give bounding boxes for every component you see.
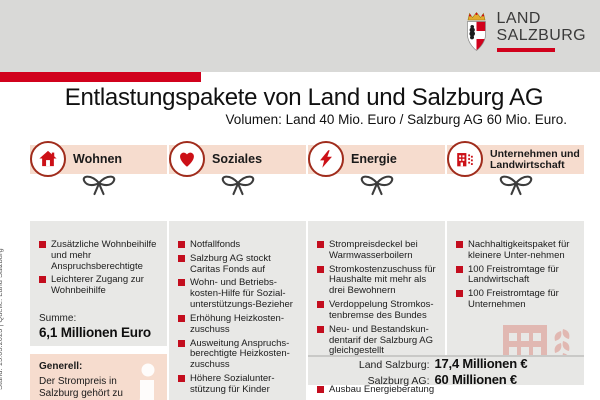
bullet-square-icon	[456, 265, 463, 273]
gift-bow-icon	[221, 175, 254, 196]
bullet-square-icon	[178, 339, 185, 347]
page-title: Entlastungspakete von Land und Salzburg …	[64, 84, 544, 111]
totals-band: Land Salzburg: 17,4 Millionen € Salzburg…	[308, 355, 584, 387]
list-item: Neu- und Bestandskun-dentarif der Salzbu…	[317, 323, 438, 357]
list-item-text: Ausweitung Anspruchs-berechtigte Heizkos…	[190, 337, 290, 371]
note-title: Generell:	[39, 361, 83, 372]
bullet-square-icon	[178, 375, 185, 383]
benefits-panel-wohnen: Zusätzliche Wohnbeihilfe und mehr Anspru…	[30, 221, 167, 346]
column-energie: Energie Strompreisdeckel bei Warmwasserb…	[308, 141, 445, 395]
logo-line-1: LAND	[496, 10, 541, 27]
red-accent-bar	[0, 72, 201, 82]
list-item: Wohn- und Betriebs-kosten-Hilfe für Sozi…	[178, 277, 299, 311]
bullet-square-icon	[317, 265, 324, 273]
column-label: Wohnen	[73, 152, 123, 167]
heart-icon	[169, 141, 205, 177]
bullet-square-icon	[317, 385, 324, 393]
list-item-text: Erhöhung Heizkosten-zuschuss	[190, 312, 284, 335]
benefit-list: Notfallfonds Salzburg AG stockt Caritas F…	[178, 239, 299, 396]
total-value: 60 Millionen €	[434, 371, 518, 387]
list-item-text: Ausbau Energieberatung	[329, 383, 435, 395]
benefit-list: Zusätzliche Wohnbeihilfe und mehr Anspru…	[39, 239, 160, 297]
column-header-soziales: Soziales	[169, 141, 306, 177]
list-item-text: Leichterer Zugang zur Wohnbeihilfe	[51, 274, 144, 297]
list-item-text: Wohn- und Betriebs-kosten-Hilfe für Sozi…	[190, 277, 293, 311]
column-label: Unternehmen und Landwirtschaft	[490, 147, 580, 171]
benefits-panel-soziales: Notfallfonds Salzburg AG stockt Caritas F…	[169, 221, 306, 400]
list-item-text: Neu- und Bestandskun-dentarif der Salzbu…	[329, 323, 434, 357]
note-text: Der Strompreis in Salzburg gehört zu den…	[39, 376, 123, 400]
column-wohnen: Wohnen Zusätzliche Wohnbeihilfe und mehr…	[30, 141, 167, 400]
sum-value: 6,1 Millionen Euro	[39, 325, 151, 341]
list-item: 100 Freistromtage für Unternehmen	[456, 288, 577, 311]
house-icon	[30, 141, 66, 177]
gift-bow-icon	[499, 175, 532, 196]
page-subtitle: Volumen: Land 40 Mio. Euro / Salzburg AG…	[225, 112, 567, 127]
list-item: Ausbau Energieberatung	[317, 383, 438, 396]
list-item: Salzburg AG stockt Caritas Fonds auf	[178, 252, 299, 276]
bullet-square-icon	[178, 254, 185, 262]
land-salzburg-logo: LAND SALZBURG	[463, 10, 586, 60]
column-soziales: Soziales Notfallfonds Salzburg AG stockt …	[169, 141, 306, 400]
bullet-square-icon	[39, 276, 46, 284]
list-item-text: Höhere Sozialunter-stützung für Kinder	[190, 373, 275, 395]
list-item-text: Strompreisdeckel bei Warmwasserboilern	[329, 239, 418, 261]
list-item: Verdoppelung Stromkos-tenbremse des Bund…	[317, 299, 438, 322]
bullet-square-icon	[178, 314, 185, 322]
list-item: Erhöhung Heizkosten-zuschuss	[178, 312, 299, 336]
source-note: Stand: 15.03.2023 | Quelle: Land Salzbur…	[0, 248, 4, 390]
logo-line-2: SALZBURG	[496, 26, 586, 44]
list-item: Höhere Sozialunter-stützung für Kinder	[178, 373, 299, 396]
logo-red-underline	[496, 47, 555, 52]
top-band: LAND SALZBURG	[0, 0, 600, 72]
total-label: Land Salzburg:	[358, 358, 430, 371]
general-note-panel: Generell: Der Strompreis in Salzburg geh…	[30, 354, 167, 400]
total-label: Salzburg AG:	[367, 374, 430, 387]
list-item: Strompreisdeckel bei Warmwasserboilern	[317, 239, 438, 262]
list-item: Ausweitung Anspruchs-berechtigte Heizkos…	[178, 337, 299, 371]
logo-wordmark: LAND SALZBURG	[496, 10, 586, 52]
list-item-text: Notfallfonds	[190, 239, 241, 250]
bullet-square-icon	[317, 301, 324, 309]
total-row-land-salzburg: Land Salzburg: 17,4 Millionen €	[308, 356, 584, 371]
list-item: Leichterer Zugang zur Wohnbeihilfe	[39, 275, 160, 297]
building-icon	[447, 141, 483, 177]
total-value: 17,4 Millionen €	[434, 355, 528, 371]
bullet-square-icon	[178, 279, 185, 287]
list-item: Notfallfonds	[178, 239, 299, 251]
total-row-salzburg-ag: Salzburg AG: 60 Millionen €	[308, 372, 584, 387]
list-item-text: Verdoppelung Stromkos-tenbremse des Bund…	[329, 299, 434, 321]
benefit-list: Nachhaltigkeitspaket für kleinere Unter-…	[456, 239, 577, 311]
column-unternehmen-landwirtschaft: Unternehmen und Landwirtschaft Nachhalti…	[447, 141, 584, 384]
bullet-square-icon	[39, 241, 46, 248]
list-item: 100 Freistromtage für Landwirtschaft	[456, 263, 577, 287]
salzburg-crest-icon	[463, 11, 490, 60]
info-icon	[136, 363, 160, 400]
bullet-square-icon	[317, 241, 324, 248]
list-item: Zusätzliche Wohnbeihilfe und mehr Anspru…	[39, 239, 160, 272]
list-item-text: 100 Freistromtage für Unternehmen	[468, 288, 559, 311]
list-item-text: Nachhaltigkeitspaket für kleinere Unter-…	[468, 239, 570, 261]
column-header-unternehmen: Unternehmen und Landwirtschaft	[447, 141, 584, 177]
list-item-text: Zusätzliche Wohnbeihilfe und mehr Anspru…	[51, 239, 157, 272]
column-header-wohnen: Wohnen	[30, 141, 167, 177]
bullet-square-icon	[317, 325, 324, 333]
bullet-square-icon	[456, 290, 463, 298]
bullet-square-icon	[456, 241, 463, 248]
column-label: Energie	[351, 152, 397, 167]
list-item: Stromkostenzuschuss für Haushalte mit me…	[317, 263, 438, 297]
gift-bow-icon	[360, 175, 393, 196]
gift-bow-icon	[82, 175, 115, 196]
list-item: Nachhaltigkeitspaket für kleinere Unter-…	[456, 239, 577, 262]
bullet-square-icon	[178, 241, 185, 248]
lightning-icon	[308, 141, 344, 177]
list-item-text: Stromkostenzuschuss für Haushalte mit me…	[329, 263, 436, 297]
list-item-text: 100 Freistromtage für Landwirtschaft	[468, 263, 559, 286]
column-header-energie: Energie	[308, 141, 445, 177]
list-item-text: Salzburg AG stockt Caritas Fonds auf	[190, 252, 271, 275]
column-label: Soziales	[212, 152, 263, 167]
sum-label: Summe:	[39, 313, 77, 325]
